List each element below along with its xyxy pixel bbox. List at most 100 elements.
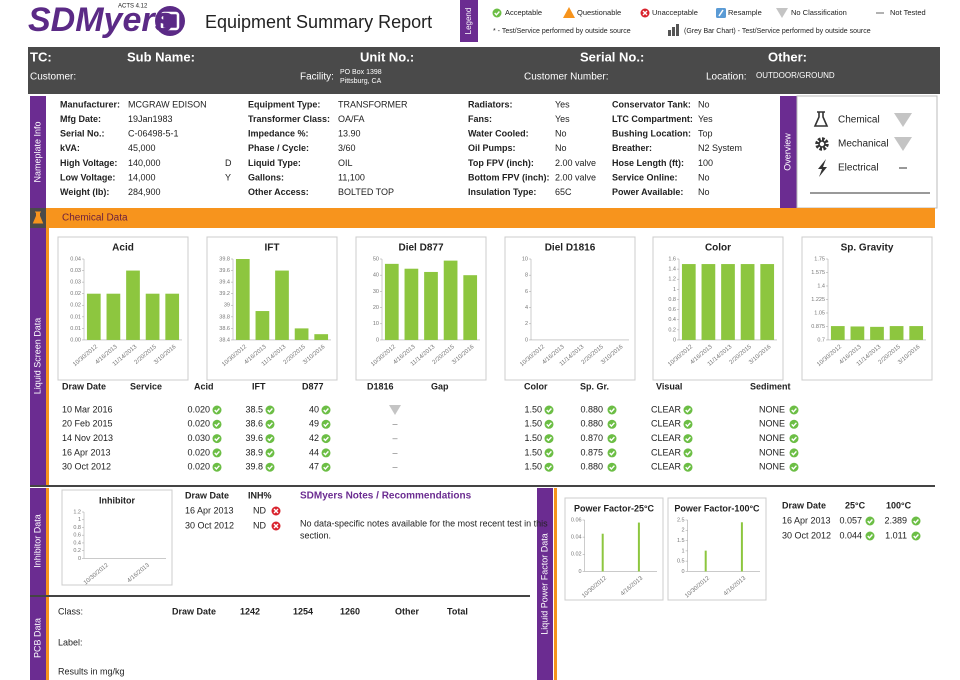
chart-title: Acid — [112, 243, 134, 254]
y-tick-label: 0.06 — [571, 517, 582, 523]
field-value: 14,000 — [128, 172, 156, 182]
field-label: Low Voltage: — [60, 172, 115, 182]
field-value: Yes — [698, 114, 713, 124]
chart-frame — [61, 489, 173, 586]
table-cell: 30 Oct 2012 — [185, 520, 234, 530]
field-label: High Voltage: — [60, 158, 117, 168]
bar — [601, 533, 604, 572]
status-acceptable — [685, 436, 691, 442]
status-acceptable — [546, 450, 552, 456]
field-label: Conservator Tank: — [612, 99, 691, 109]
y-tick-label: 10 — [522, 256, 528, 262]
chart-title: Power Factor-25°C — [574, 503, 655, 513]
table-header: Draw Date — [62, 381, 106, 391]
pcb-tab — [30, 597, 46, 680]
chart-frames — [57, 236, 933, 601]
status-questionable — [563, 7, 575, 18]
status-acceptable — [789, 434, 799, 444]
bar — [681, 264, 696, 340]
status-acceptable — [609, 450, 615, 456]
bar — [909, 326, 924, 340]
bar — [275, 270, 289, 340]
table-header: Sediment — [750, 381, 791, 391]
bar — [740, 522, 743, 572]
overview-tab — [780, 96, 797, 208]
y-tick-label: 0.02 — [571, 552, 582, 558]
table-header: 1260 — [340, 606, 360, 616]
field-value: OIL — [338, 158, 353, 168]
info-bar — [28, 47, 940, 94]
table-header: Service — [130, 381, 162, 391]
bar — [830, 326, 845, 340]
field-value: 284,900 — [128, 187, 161, 197]
table-cell: 14 Nov 2013 — [62, 433, 113, 443]
field-label: Oil Pumps: — [468, 143, 516, 153]
y-tick-label: 0 — [682, 569, 685, 575]
info-label: Facility: — [300, 72, 334, 83]
status-acceptable — [265, 405, 275, 415]
status-acceptable — [609, 465, 615, 471]
table-cell: – — [392, 462, 397, 472]
status-acceptable — [267, 422, 273, 428]
status-no-classification — [894, 113, 912, 127]
table-cell: NONE — [759, 447, 785, 457]
bar — [701, 264, 716, 340]
y-tick-label: 1.575 — [811, 270, 825, 276]
y-tick-label: 0.875 — [811, 324, 825, 330]
status-acceptable — [265, 434, 275, 444]
table-cell: 20 Feb 2015 — [62, 419, 113, 429]
info-label: TC: — [30, 49, 52, 64]
status-acceptable — [791, 408, 797, 413]
y-tick-label: 6 — [525, 289, 528, 295]
overview-item: Chemical — [838, 115, 880, 126]
table-cell: 0.870 — [580, 433, 603, 443]
status-acceptable — [267, 436, 273, 442]
table-cell: 0.880 — [580, 419, 603, 429]
status-acceptable — [321, 448, 331, 458]
status-acceptable — [214, 436, 220, 442]
field-value: C-06498-5-1 — [128, 129, 179, 139]
status-acceptable — [546, 408, 552, 413]
table-cell: – — [392, 447, 397, 457]
report-title: Equipment Summary Report — [205, 12, 432, 32]
table-cell: 16 Apr 2013 — [185, 505, 234, 515]
y-tick-label: 1.225 — [811, 297, 825, 303]
y-tick-label: 0.01 — [70, 326, 81, 332]
liquid-screen-tab — [30, 228, 46, 485]
table-header: Acid — [194, 381, 214, 391]
status-acceptable — [546, 465, 552, 471]
status-acceptable — [214, 450, 220, 456]
status-resample — [718, 9, 724, 17]
chart-title: Inhibitor — [99, 495, 135, 505]
field-label: Weight (lb): — [60, 187, 109, 197]
table-cell: 1.50 — [524, 433, 542, 443]
y-tick-label: 38.6 — [219, 326, 230, 332]
y-tick-label: 0 — [376, 337, 379, 343]
logo-emblem-inner — [160, 11, 180, 31]
status-acceptable — [544, 462, 554, 472]
logo-badge: ACTS 4.12 — [118, 4, 148, 10]
status-acceptable — [607, 462, 617, 472]
status-acceptable — [492, 8, 502, 18]
field-label: Insulation Type: — [468, 187, 536, 197]
info-label: Serial No.: — [580, 49, 644, 64]
y-tick-label: 0.00 — [70, 337, 81, 343]
bar — [165, 293, 180, 340]
field-value: Yes — [555, 99, 570, 109]
y-tick-label: 0 — [78, 556, 81, 562]
status-acceptable — [214, 408, 220, 413]
y-tick-label: 4 — [525, 305, 528, 311]
field-value: No — [698, 172, 710, 182]
bar-icon — [672, 27, 675, 36]
status-acceptable — [683, 419, 693, 429]
bar — [314, 334, 329, 340]
field-label: kVA: — [60, 143, 80, 153]
status-acceptable — [791, 422, 797, 428]
table-header: Color — [524, 381, 548, 391]
status-acceptable — [609, 408, 615, 413]
bar — [889, 326, 904, 340]
field-label: Bushing Location: — [612, 129, 691, 139]
table-cell: 1.50 — [524, 462, 542, 472]
field-value: 13.90 — [338, 129, 361, 139]
table-cell: CLEAR — [651, 419, 682, 429]
